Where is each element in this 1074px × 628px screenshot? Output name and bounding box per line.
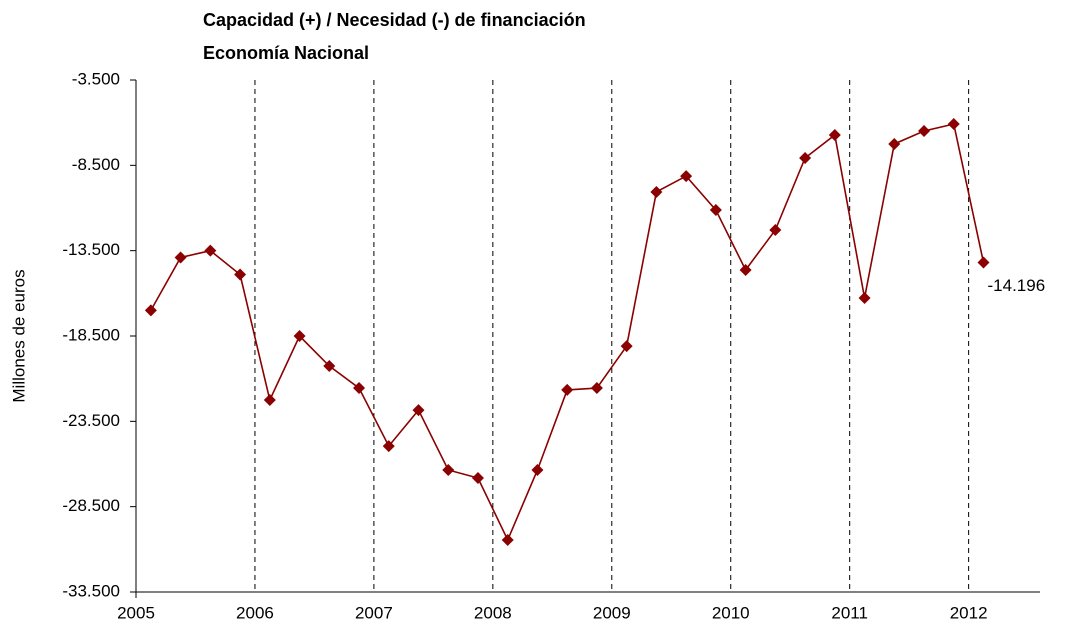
data-point [412, 404, 425, 417]
chart-title: Capacidad (+) / Necesidad (-) de financi… [203, 10, 586, 30]
data-point [650, 185, 663, 198]
data-point [799, 151, 812, 164]
y-tick-label: -3.500 [72, 69, 120, 88]
y-tick-label: -18.500 [62, 325, 120, 344]
data-point [888, 138, 901, 150]
data-point [353, 382, 366, 395]
y-tick-label: -8.500 [72, 155, 120, 174]
data-point [561, 383, 574, 396]
y-tick-label: -13.500 [62, 240, 120, 259]
data-point [234, 268, 247, 281]
data-point [174, 251, 187, 264]
data-point [858, 291, 871, 304]
y-tick-label: -28.500 [62, 496, 120, 515]
x-tick-label: 2007 [355, 603, 393, 622]
data-point [828, 128, 841, 141]
data-point [531, 463, 544, 476]
data-point [204, 244, 217, 257]
x-tick-label: 2005 [117, 603, 155, 622]
x-tick-label: 2010 [712, 603, 750, 622]
data-point [471, 471, 484, 484]
data-label: -14.196 [988, 276, 1046, 295]
chart-subtitle: Economía Nacional [203, 43, 369, 63]
data-point [382, 440, 395, 453]
x-tick-label: 2006 [236, 603, 274, 622]
series-line [150, 123, 985, 542]
data-point [680, 170, 693, 183]
data-point [769, 224, 782, 237]
x-tick-label: 2008 [474, 603, 512, 622]
data-point [323, 360, 336, 373]
y-tick-label: -23.500 [62, 411, 120, 430]
data-point [918, 125, 931, 138]
data-point [442, 463, 455, 476]
y-tick-label: -33.500 [62, 581, 120, 600]
data-point [144, 304, 157, 317]
y-axis-label: Millones de euros [9, 269, 28, 402]
data-point [590, 382, 603, 395]
data-point [739, 263, 752, 276]
data-point [709, 204, 722, 217]
x-tick-label: 2011 [831, 603, 868, 622]
x-tick-label: 2009 [593, 603, 631, 622]
data-point [977, 256, 990, 269]
data-point [620, 340, 633, 353]
x-tick-label: 2012 [950, 603, 988, 622]
data-point [501, 533, 514, 546]
data-point [293, 330, 306, 342]
data-point [947, 118, 960, 131]
data-point [263, 394, 276, 406]
